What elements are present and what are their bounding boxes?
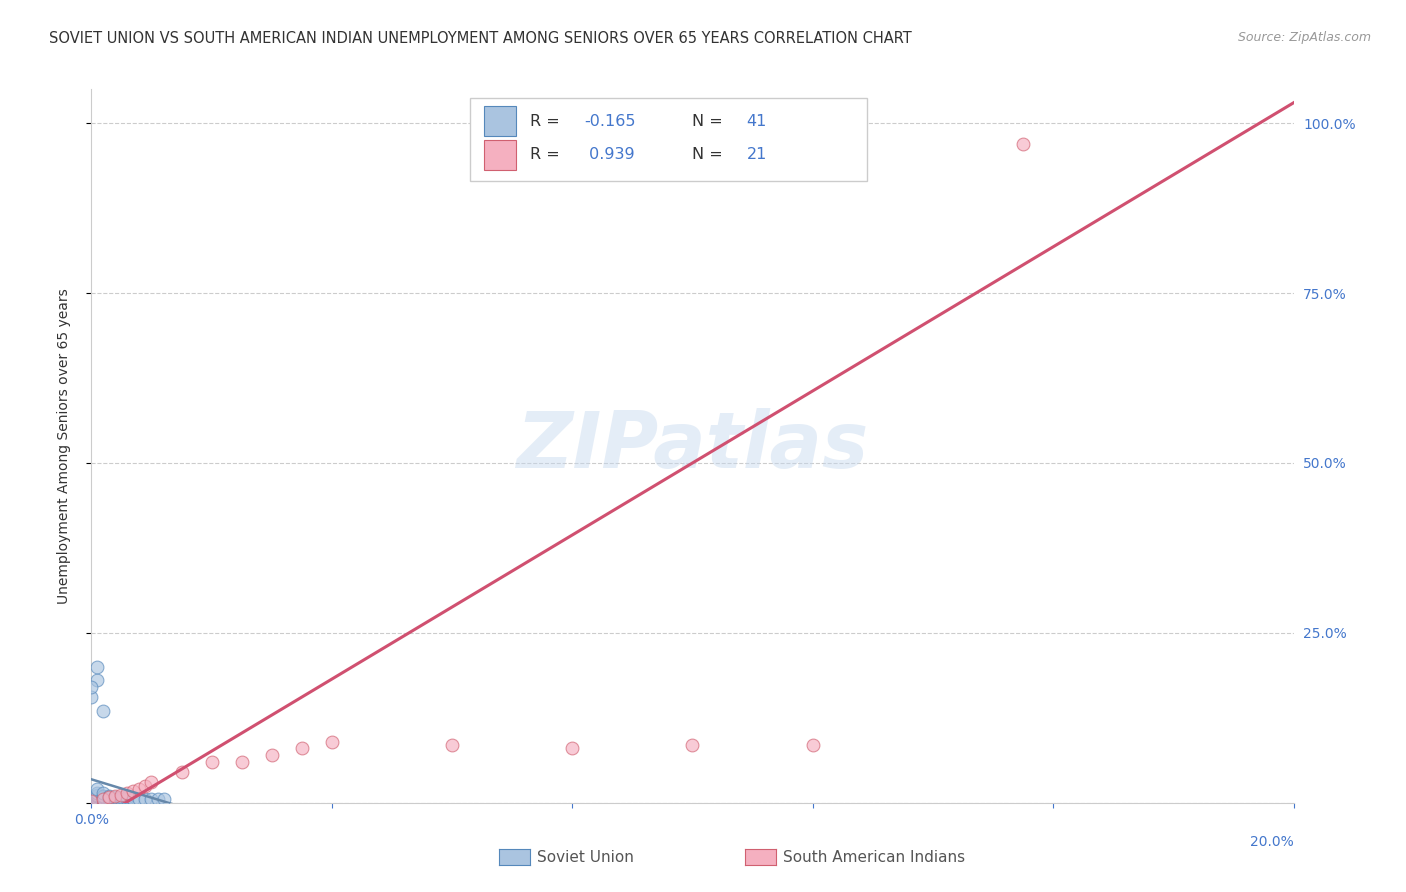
Point — [93, 704, 115, 718]
Point — [152, 792, 174, 806]
FancyBboxPatch shape — [485, 140, 516, 169]
Point — [86, 791, 108, 805]
Point — [80, 690, 103, 705]
Point — [561, 741, 583, 756]
Text: 41: 41 — [747, 114, 766, 128]
Point — [801, 738, 824, 752]
Point — [98, 789, 121, 803]
Point — [93, 790, 115, 805]
Point — [321, 734, 343, 748]
Text: 21: 21 — [747, 147, 766, 162]
Point — [110, 790, 132, 805]
Point — [86, 792, 108, 806]
Point — [93, 794, 115, 808]
Point — [80, 792, 103, 806]
Point — [86, 660, 108, 674]
Point — [128, 792, 150, 806]
Point — [80, 791, 103, 805]
Point — [291, 741, 314, 756]
Point — [80, 794, 103, 808]
Point — [93, 792, 115, 806]
Text: South American Indians: South American Indians — [783, 850, 966, 864]
Point — [117, 792, 139, 806]
Text: 0.939: 0.939 — [585, 147, 636, 162]
Text: Soviet Union: Soviet Union — [537, 850, 634, 864]
Point — [86, 782, 108, 797]
Point — [93, 789, 115, 803]
Point — [117, 790, 139, 805]
Point — [80, 680, 103, 694]
Point — [122, 792, 145, 806]
Point — [141, 775, 163, 789]
Point — [80, 789, 103, 803]
Point — [86, 794, 108, 808]
Point — [231, 755, 253, 769]
Point — [80, 790, 103, 805]
Point — [681, 738, 703, 752]
Y-axis label: Unemployment Among Seniors over 65 years: Unemployment Among Seniors over 65 years — [56, 288, 70, 604]
Point — [86, 786, 108, 800]
Point — [98, 790, 121, 805]
Text: N =: N = — [692, 147, 723, 162]
Point — [134, 792, 156, 806]
Point — [86, 673, 108, 688]
Point — [86, 789, 108, 803]
FancyBboxPatch shape — [470, 98, 866, 180]
Point — [260, 748, 283, 763]
Point — [440, 738, 463, 752]
Point — [93, 786, 115, 800]
Point — [170, 765, 193, 780]
Point — [93, 792, 115, 806]
Point — [80, 792, 103, 806]
Point — [104, 790, 127, 805]
Point — [134, 779, 156, 793]
Point — [98, 790, 121, 805]
Point — [104, 792, 127, 806]
Point — [86, 788, 108, 802]
Point — [128, 782, 150, 797]
Point — [1012, 136, 1035, 151]
Point — [141, 792, 163, 806]
Point — [86, 789, 108, 803]
Text: 20.0%: 20.0% — [1250, 835, 1294, 849]
Point — [146, 792, 169, 806]
Text: R =: R = — [530, 147, 560, 162]
Point — [104, 789, 127, 803]
Point — [98, 792, 121, 806]
Text: Source: ZipAtlas.com: Source: ZipAtlas.com — [1237, 31, 1371, 45]
Point — [80, 792, 103, 806]
FancyBboxPatch shape — [485, 106, 516, 136]
Point — [80, 796, 103, 810]
Text: R =: R = — [530, 114, 560, 128]
Point — [122, 783, 145, 797]
Text: ZIPatlas: ZIPatlas — [516, 408, 869, 484]
Text: N =: N = — [692, 114, 723, 128]
Point — [201, 755, 224, 769]
Point — [110, 788, 132, 802]
Point — [117, 786, 139, 800]
Point — [110, 792, 132, 806]
Text: -0.165: -0.165 — [585, 114, 636, 128]
Text: SOVIET UNION VS SOUTH AMERICAN INDIAN UNEMPLOYMENT AMONG SENIORS OVER 65 YEARS C: SOVIET UNION VS SOUTH AMERICAN INDIAN UN… — [49, 31, 912, 46]
Point — [80, 794, 103, 808]
